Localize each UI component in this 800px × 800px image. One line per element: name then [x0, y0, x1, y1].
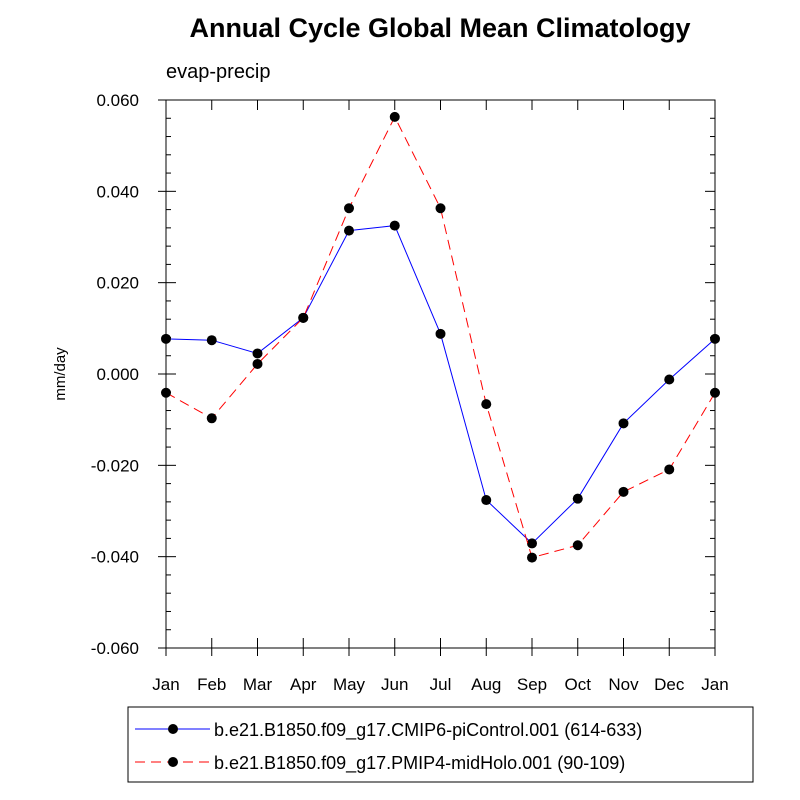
series-1-point — [710, 333, 720, 344]
x-tick-label: Feb — [197, 675, 226, 694]
series-2-point — [389, 111, 400, 122]
series-2-point — [161, 387, 171, 398]
y-tick-label: 0.040 — [96, 182, 139, 201]
x-tick-label: Jun — [381, 675, 408, 694]
y-tick-label: 0.020 — [96, 274, 139, 293]
axis-ticks — [158, 99, 716, 656]
series-1-point — [161, 333, 171, 344]
x-tick-label: Oct — [565, 675, 592, 694]
series-1-point — [664, 374, 675, 385]
chart-title: Annual Cycle Global Mean Climatology — [189, 13, 690, 43]
series-2-point — [481, 399, 492, 410]
series-2-point — [206, 413, 217, 424]
series-1-point — [527, 538, 537, 549]
legend-label-2: b.e21.B1850.f09_g17.PMIP4-midHolo.001 (9… — [214, 753, 625, 774]
x-tick-labels: Jan Feb Mar Apr May Jun Jul Aug Sep Oct Nov Dec Jan — [152, 675, 728, 694]
x-tick-label: Sep — [517, 675, 547, 694]
chart-subtitle: evap-precip — [166, 61, 271, 83]
series-1-point — [252, 348, 263, 359]
series-1-point — [344, 225, 354, 236]
series-2-point — [252, 358, 263, 369]
x-tick-label: Jan — [701, 675, 728, 694]
series-layer — [161, 111, 720, 563]
series-1-point — [435, 328, 446, 339]
y-tick-label: 0.060 — [96, 91, 139, 110]
y-tick-label: -0.020 — [91, 456, 139, 475]
series-2-point — [435, 203, 446, 214]
x-tick-label: Aug — [471, 675, 501, 694]
series-2-point — [298, 312, 309, 323]
series-1-point — [572, 493, 583, 504]
y-tick-label: 0.000 — [96, 365, 139, 384]
x-tick-label: Dec — [654, 675, 685, 694]
y-tick-label: -0.040 — [91, 548, 139, 567]
y-tick-labels: 0.060 0.040 0.020 0.000 -0.020 -0.040 -0.060 — [91, 91, 139, 658]
legend: b.e21.B1850.f09_g17.CMIP6-piControl.001 … — [135, 720, 642, 774]
y-tick-label: -0.060 — [91, 639, 139, 658]
series-2-point — [344, 203, 354, 214]
plot-frame — [165, 99, 716, 649]
legend-label-1: b.e21.B1850.f09_g17.CMIP6-piControl.001 … — [214, 720, 642, 741]
series-2-point — [527, 552, 537, 563]
series-line-1 — [165, 225, 716, 545]
legend-marker-1 — [168, 724, 178, 734]
x-tick-label: Jan — [152, 675, 179, 694]
x-tick-label: Mar — [243, 675, 273, 694]
series-2-point — [664, 464, 675, 475]
x-tick-label: Jul — [430, 675, 452, 694]
series-1-point — [618, 418, 629, 429]
x-tick-label: May — [333, 675, 366, 694]
y-axis-label: mm/day — [52, 347, 69, 401]
series-1-point — [389, 220, 400, 231]
series-2-point — [710, 387, 720, 398]
legend-marker-2 — [168, 757, 178, 767]
x-tick-label: Nov — [608, 675, 639, 694]
series-2-point — [572, 540, 583, 551]
x-tick-label: Apr — [290, 675, 317, 694]
series-1-point — [481, 495, 492, 506]
series-2-point — [618, 486, 629, 497]
series-1-point — [206, 335, 217, 346]
legend-box — [127, 706, 754, 783]
